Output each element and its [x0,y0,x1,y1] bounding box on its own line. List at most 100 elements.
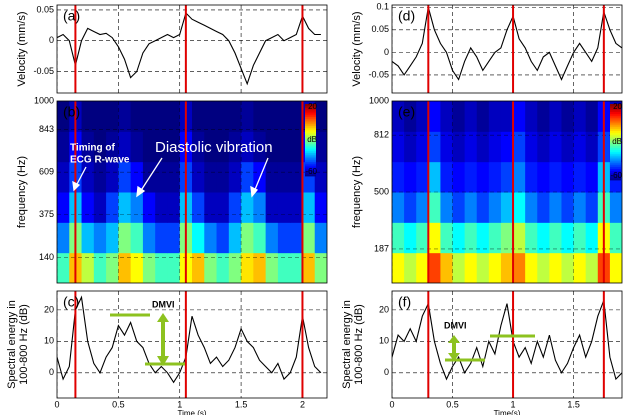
colorbar-segment [610,104,621,107]
colorbar-segment [610,123,621,126]
colorbar-segment [305,105,316,108]
colorbar-segment [610,172,621,175]
y-tick-label: 1000 [369,95,389,105]
colorbar-segment [305,140,316,143]
colorbar-segment [610,159,621,162]
heat-cell [440,131,454,163]
heat-cell [106,131,119,163]
heat-cell [416,192,429,223]
heat-cell [204,252,218,283]
frame [391,4,623,94]
panel-label: (e) [398,104,415,120]
heat-cell [537,161,550,193]
colorbar-segment [610,155,621,158]
heat-cell [290,131,303,163]
colorbar-segment [305,170,316,173]
line [57,295,322,384]
heat-cell [561,101,575,132]
heat-cell [314,192,327,223]
heat-cell [277,131,291,163]
heat-cell [549,101,562,132]
colorbar-segment [305,159,316,162]
heat-cell [155,222,168,254]
heat-cell [428,131,441,163]
y-tick-label: 609 [39,167,54,177]
heat-cell [142,192,156,223]
heat-cell [228,131,242,163]
heat-cell [609,252,622,283]
heat-cell [609,192,622,223]
heat-cell [537,131,550,163]
heat-cell [142,101,156,132]
heat-cell [452,252,466,283]
colorbar-segment [610,142,621,145]
heat-cell [253,131,267,163]
annotation: DMVI [444,320,467,330]
panel [57,5,327,93]
heat-cell [573,192,587,223]
colorbar-segment [305,150,316,153]
heat-cell [513,161,526,193]
colorbar-segment [305,136,316,139]
heat-cell [192,252,205,283]
heat-cell [404,192,417,223]
colorbar-segment [305,172,316,175]
colorbar-tick-label: 20 [308,102,317,111]
heat-cell [204,101,218,132]
heat-cell [392,192,405,223]
heat-cell [228,192,242,223]
annotation: DMVI [152,299,175,309]
heat-cell [228,101,242,132]
heat-cell [537,222,550,254]
heat-cell [452,222,466,254]
colorbar-segment [305,129,316,132]
heat-cell [428,161,441,193]
colorbar-tick-label: -60 [610,171,622,180]
colorbar-segment [610,168,621,171]
heat-cell [488,192,502,223]
heat-cell [155,101,168,132]
y-tick-label: 812 [374,130,389,140]
y-tick-label: 0 [384,47,389,57]
heat-cell [216,161,230,193]
heat-cell [265,131,279,163]
y-axis-label: Spectral energy in [6,300,18,389]
colorbar-segment [305,167,316,170]
heat-cell [488,161,502,193]
colorbar-segment [610,111,621,114]
colorbar-segment [305,154,316,157]
heat-cell [585,222,599,254]
frame [56,100,328,284]
heat-cell [241,161,254,193]
colorbar-segment [610,126,621,130]
y-tick-label: 0 [49,35,54,45]
colorbar-segment [305,113,316,116]
colorbar-segment [305,111,316,114]
heat-cell [500,192,514,223]
y-tick-label: 1000 [34,95,54,105]
heat-cell [549,222,562,254]
y-axis-label: Velocity (mm/s) [16,11,28,86]
colorbar-segment [305,107,316,110]
heat-cell [192,101,205,132]
heat-cell [142,131,156,163]
heat-cell [192,222,205,254]
heat-cell [57,101,70,132]
annotation: Diastolic vibration [155,139,273,156]
heat-cell [404,252,417,283]
heat-cell [228,161,242,193]
heat-cell [241,192,254,223]
heat-cell [428,252,441,283]
x-tick-label: 1 [511,399,516,409]
heat-cell [106,192,119,223]
heat-cell [57,161,70,193]
colorbar-segment [305,168,316,171]
x-tick-label: 1 [177,399,182,409]
x-tick-label: 0.5 [112,399,125,409]
colorbar-segment [610,109,621,112]
y-tick-label: 10 [379,336,389,346]
heat-cell [167,252,181,283]
colorbar-segment [305,120,316,123]
colorbar-segment [610,174,621,177]
heat-cell [277,101,291,132]
